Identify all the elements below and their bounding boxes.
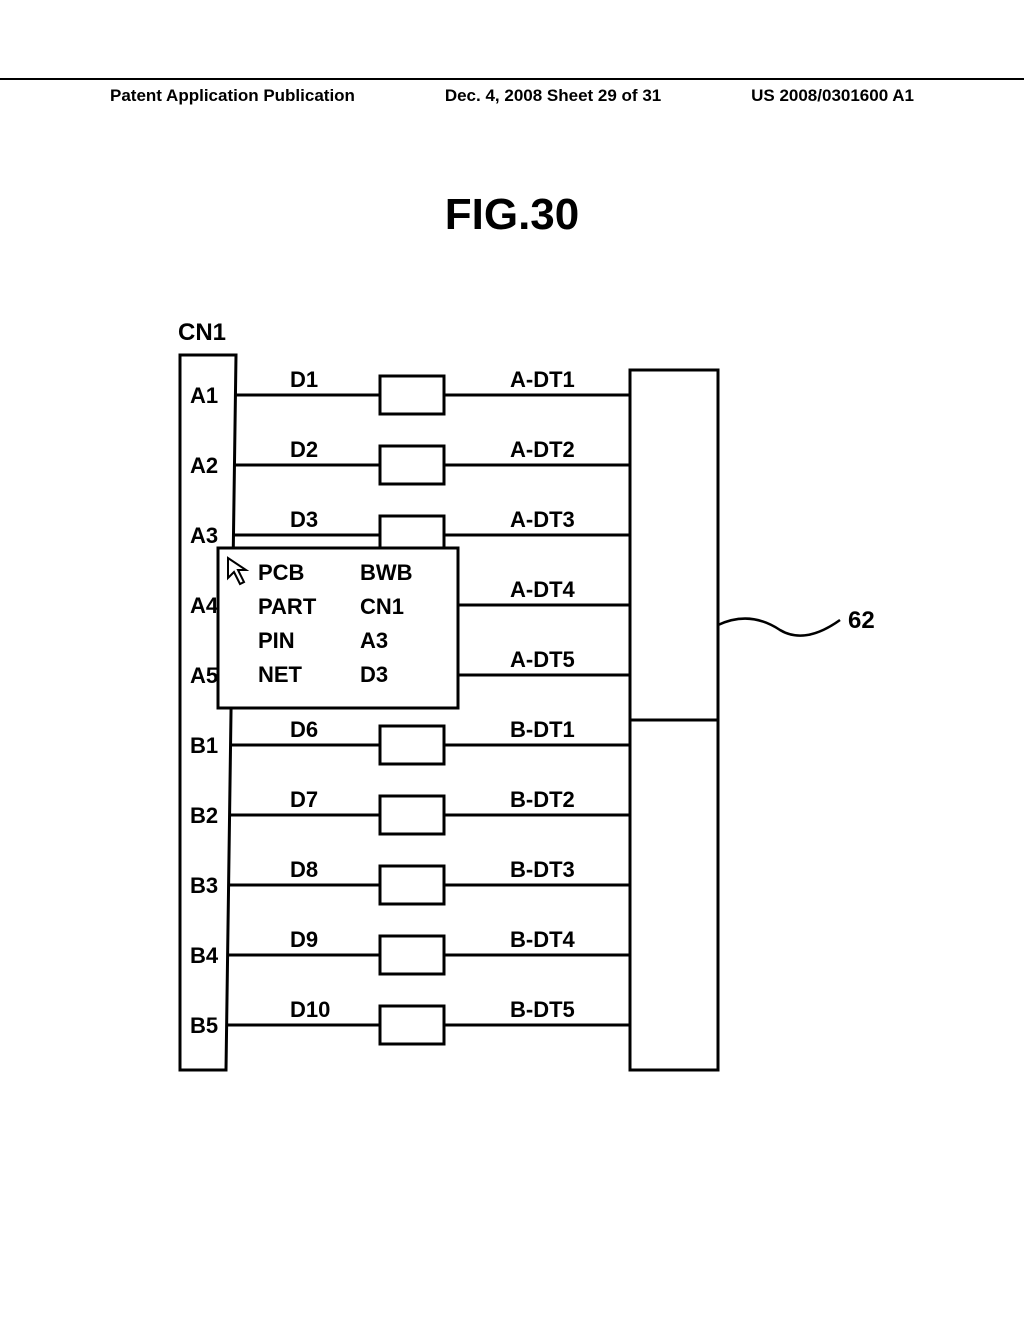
pin-label: B3 [190,873,218,898]
dt-label: A-DT1 [510,367,575,392]
header-mid: Dec. 4, 2008 Sheet 29 of 31 [445,86,661,106]
row-B3: B3 D8 B-DT3 [190,857,630,904]
tt-k3: PIN [258,628,295,653]
figure-title: FIG.30 [0,190,1024,240]
mid-box [380,446,444,484]
mid-box [380,726,444,764]
tt-v3: A3 [360,628,388,653]
row-B4: B4 D9 B-DT4 [190,927,630,974]
net-label: D7 [290,787,318,812]
pin-label: A5 [190,663,218,688]
pin-label: A1 [190,383,218,408]
net-label: D10 [290,997,330,1022]
mid-box [380,796,444,834]
row-B1: B1 D6 B-DT1 [190,717,630,764]
net-label: D6 [290,717,318,742]
pin-label: B5 [190,1013,218,1038]
header-right: US 2008/0301600 A1 [751,86,914,106]
tooltip: PCB BWB PART CN1 PIN A3 NET D3 [218,548,458,708]
dt-label: B-DT2 [510,787,575,812]
dt-label: B-DT4 [510,927,576,952]
dt-label: A-DT3 [510,507,575,532]
pin-label: B2 [190,803,218,828]
tt-v1: BWB [360,560,413,585]
net-label: D2 [290,437,318,462]
tt-k4: NET [258,662,303,687]
callout-62: 62 [718,607,875,636]
header-left: Patent Application Publication [110,86,355,106]
pin-label: B1 [190,733,218,758]
tt-v4: D3 [360,662,388,687]
mid-box [380,866,444,904]
right-block-a [630,370,718,720]
mid-box [380,936,444,974]
dt-label: B-DT5 [510,997,575,1022]
schematic-diagram: CN1 A1D1A-DT1A2D2A-DT2A3D3A-DT3A4D4A-DT4… [150,300,910,1120]
callout-label: 62 [848,607,875,634]
connector-label: CN1 [178,319,226,346]
pin-label: A4 [190,593,219,618]
tt-v2: CN1 [360,594,404,619]
pin-label: B4 [190,943,219,968]
row-B5: B5 D10 B-DT5 [190,997,630,1044]
pin-label: A2 [190,453,218,478]
row-A1: A1 D1 A-DT1 [190,367,630,414]
row-B2: B2 D7 B-DT2 [190,787,630,834]
row-A2: A2 D2 A-DT2 [190,437,630,484]
net-label: D9 [290,927,318,952]
right-block-b [630,720,718,1070]
dt-label: B-DT1 [510,717,575,742]
mid-box [380,376,444,414]
net-label: D3 [290,507,318,532]
mid-box [380,1006,444,1044]
dt-label: A-DT5 [510,647,575,672]
pin-label: A3 [190,523,218,548]
net-label: D1 [290,367,318,392]
page-header: Patent Application Publication Dec. 4, 2… [0,78,1024,106]
dt-label: A-DT4 [510,577,576,602]
net-label: D8 [290,857,318,882]
dt-label: A-DT2 [510,437,575,462]
tt-k1: PCB [258,560,304,585]
dt-label: B-DT3 [510,857,575,882]
page: Patent Application Publication Dec. 4, 2… [0,0,1024,1320]
tt-k2: PART [258,594,317,619]
